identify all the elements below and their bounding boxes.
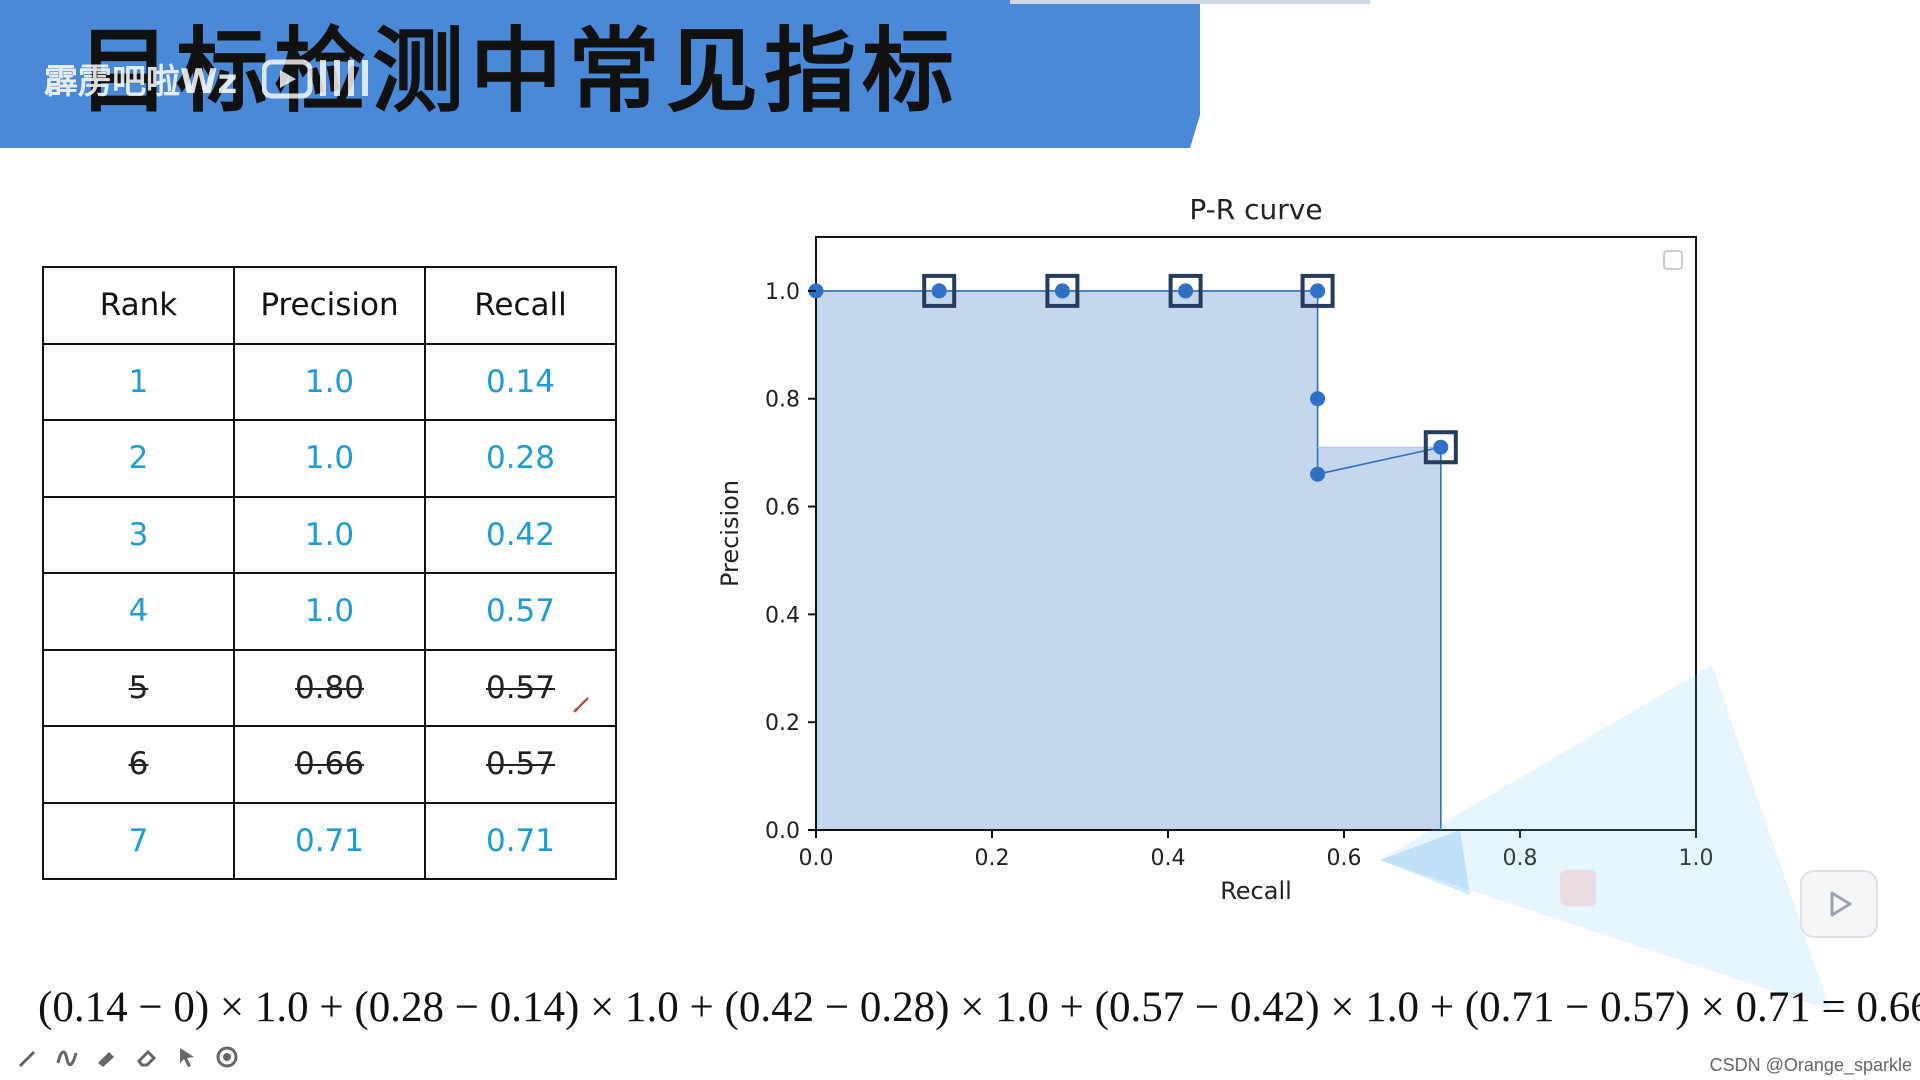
rank-cell: 6 [42, 725, 235, 804]
header-strip [1010, 0, 1370, 4]
y-tick-label-0: 0.0 [765, 819, 800, 844]
credit-text: CSDN @Orange_sparkle [1709, 1055, 1912, 1075]
x-tick-label-4: 0.8 [1503, 846, 1538, 871]
highlight-box-4 [1423, 430, 1458, 465]
play-icon [1830, 891, 1852, 917]
table-row: 4 1.0 0.57 [42, 572, 617, 651]
recall-cell: 0.42 [424, 495, 617, 574]
recall-cell: 0.57 [424, 572, 617, 651]
rank-cell: 2 [42, 419, 235, 498]
axis-layer: 0.0 0.2 0.4 0.6 0.8 1.0 0.0 0.2 0.4 0.6 0.8 1.0 [765, 280, 1714, 871]
page-title: 目标检测中常见指标 [78, 18, 961, 125]
recall-cell: 0.28 [424, 419, 617, 498]
watermark-text: 霹雳吧啦Wz [44, 62, 238, 102]
y-tick-label-2: 0.4 [765, 603, 800, 628]
recall-cell: 0.57 [424, 648, 617, 727]
data-point-3 [1178, 283, 1194, 299]
bilibili-logo-icon [262, 59, 368, 99]
recall-cell: 0.14 [424, 342, 617, 421]
y-axis-label: Precision [720, 480, 744, 587]
data-point-4 [1310, 283, 1326, 299]
annotation-pen-icon [573, 697, 589, 713]
chart-title: P-R curve [1189, 193, 1322, 226]
header-precision: Precision [233, 266, 426, 345]
pointer-icon[interactable] [174, 1044, 200, 1070]
area-fill-layer [816, 290, 1441, 831]
table-row: 1 1.0 0.14 [42, 342, 617, 421]
highlight-box-2 [1168, 273, 1203, 308]
x-tick-label-5: 1.0 [1679, 846, 1714, 871]
precision-cell: 1.0 [233, 495, 426, 574]
rank-cell: 5 [42, 648, 235, 727]
rank-cell: 1 [42, 342, 235, 421]
data-point-1 [931, 283, 947, 299]
legend-placeholder [1663, 250, 1683, 270]
precision-cell: 1.0 [233, 572, 426, 651]
y-tick-label-5: 1.0 [765, 280, 800, 305]
x-tick-label-0: 0.0 [799, 846, 834, 871]
annotation-toolbar [14, 1044, 240, 1070]
area-step-0 [816, 290, 1318, 831]
x-tick-label-2: 0.4 [1151, 846, 1186, 871]
rank-cell: 7 [42, 801, 235, 880]
header-recall: Recall [424, 266, 617, 345]
table-row-struck: 5 0.80 0.57 [42, 648, 617, 727]
pr-curve-chart: 0.0 0.2 0.4 0.6 0.8 1.0 0.0 0.2 0.4 0.6 0.8 1.0 P-R… [720, 193, 1714, 905]
x-tick-label-3: 0.6 [1327, 846, 1362, 871]
table-row: 7 0.71 0.71 [42, 801, 617, 880]
curve-icon[interactable] [54, 1044, 80, 1070]
area-step-1 [1317, 447, 1441, 830]
play-button[interactable] [1800, 870, 1878, 938]
data-point-2 [1054, 283, 1070, 299]
highlight-boxes-layer [922, 273, 1458, 465]
y-tick-label-3: 0.6 [765, 496, 800, 521]
highlight-box-1 [1045, 273, 1080, 308]
rank-cell: 3 [42, 495, 235, 574]
precision-cell: 1.0 [233, 419, 426, 498]
series-line-layer [816, 290, 1442, 830]
highlight-box-3 [1300, 273, 1335, 308]
rank-cell: 4 [42, 572, 235, 651]
ap-formula: (0.14 − 0) × 1.0 + (0.28 − 0.14) × 1.0 +… [38, 984, 1920, 1031]
record-icon[interactable] [214, 1044, 240, 1070]
data-point-6 [1310, 466, 1326, 482]
table-row: 2 1.0 0.28 [42, 419, 617, 498]
precision-cell: 0.80 [233, 648, 426, 727]
precision-recall-table: Rank Precision Recall 1 1.0 0.14 2 1.0 0… [42, 266, 617, 880]
pen-icon[interactable] [14, 1044, 40, 1070]
precision-cell: 0.66 [233, 725, 426, 804]
x-tick-label-1: 0.2 [975, 846, 1010, 871]
x-axis-label: Recall [1220, 877, 1292, 905]
recall-cell: 0.71 [424, 801, 617, 880]
pr-series-line [816, 290, 1441, 476]
precision-cell: 0.71 [233, 801, 426, 880]
y-tick-label-4: 0.8 [765, 388, 800, 413]
table-row-struck: 6 0.66 0.57 [42, 725, 617, 804]
header-rank: Rank [42, 266, 235, 345]
eraser-icon[interactable] [134, 1044, 160, 1070]
points-layer [808, 283, 1449, 482]
highlight-box-0 [922, 273, 957, 308]
table-header-row: Rank Precision Recall [42, 266, 617, 345]
header-banner [0, 0, 1200, 148]
y-tick-label-1: 0.2 [765, 711, 800, 736]
plot-frame [815, 236, 1697, 831]
data-point-7 [1433, 439, 1449, 455]
data-point-5 [1310, 391, 1326, 407]
precision-cell: 1.0 [233, 342, 426, 421]
table-row: 3 1.0 0.42 [42, 495, 617, 574]
recall-cell: 0.57 [424, 725, 617, 804]
highlighter-icon[interactable] [94, 1044, 120, 1070]
